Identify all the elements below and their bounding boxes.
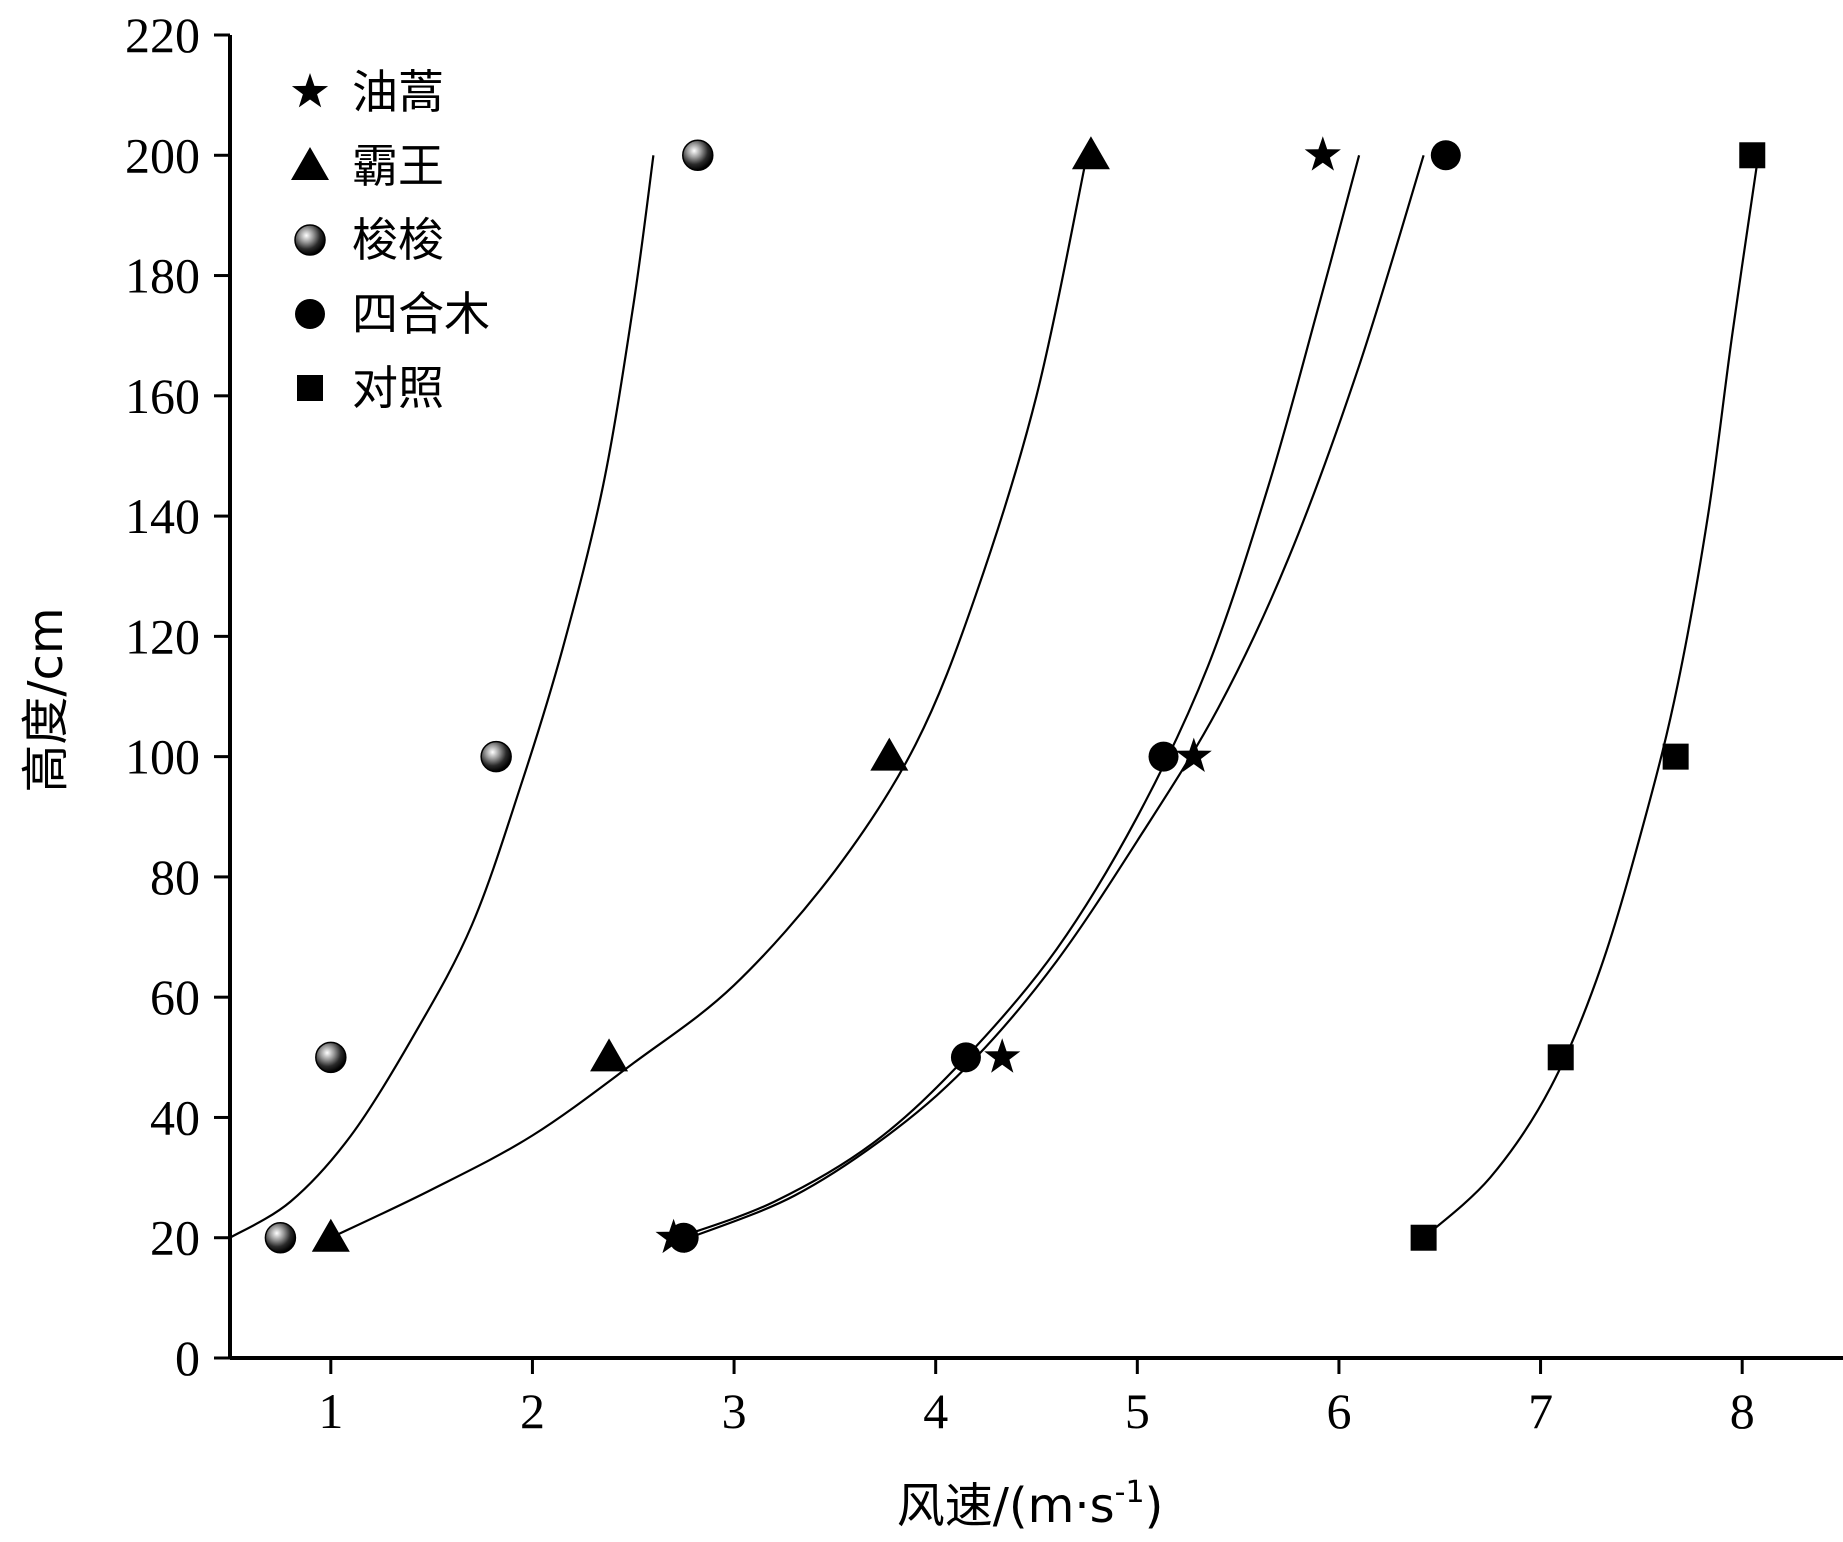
legend-label: 梭梭 <box>352 213 444 267</box>
legend-marker-triangle <box>291 147 329 180</box>
data-point-square <box>1739 142 1766 169</box>
fit-curve-ball <box>229 155 655 1239</box>
y-tick-label: 120 <box>125 608 200 664</box>
data-point-circle <box>1148 741 1179 772</box>
fit-curve-circle <box>689 154 1425 1239</box>
legend-marker-square <box>297 375 323 401</box>
data-point-star <box>1304 136 1341 171</box>
y-tick-label: 80 <box>150 849 200 905</box>
fitted-curves <box>229 154 1760 1239</box>
x-tick-label: 7 <box>1528 1383 1553 1439</box>
y-tick-label: 100 <box>125 729 200 785</box>
y-tick-label: 20 <box>150 1210 200 1266</box>
legend-marker-star <box>291 73 329 108</box>
x-tick-label: 8 <box>1730 1383 1755 1439</box>
data-point-ball <box>480 740 512 773</box>
y-tick-label: 0 <box>175 1330 200 1386</box>
data-point-square <box>1410 1224 1437 1251</box>
data-point-triangle <box>311 1218 350 1252</box>
legend-label: 四合木 <box>352 287 490 341</box>
data-point-triangle <box>1071 136 1110 170</box>
x-tick-label: 6 <box>1326 1383 1351 1439</box>
data-point-triangle <box>590 1038 629 1072</box>
data-point-ball <box>264 1221 297 1254</box>
x-tick-label: 5 <box>1125 1383 1150 1439</box>
legend-label: 对照 <box>352 361 444 415</box>
legend-marker-circle <box>295 299 325 329</box>
y-tick-label: 200 <box>125 127 200 183</box>
axes: 0 20 40 60 80 100 120 140 160 180 200 220 1 2 3 4 5 6 7 8 <box>125 7 1843 1439</box>
data-point-star <box>984 1038 1021 1073</box>
data-point-triangle <box>870 737 909 771</box>
y-tick-label: 220 <box>125 7 200 63</box>
fit-curve-triangle <box>330 155 1088 1239</box>
legend-label: 霸王 <box>352 139 444 193</box>
data-point-circle <box>950 1042 981 1073</box>
y-tick-label: 160 <box>125 368 200 424</box>
data-point-ball <box>315 1041 347 1074</box>
data-point-circle <box>1430 140 1461 171</box>
legend-marker-ball <box>294 224 326 256</box>
x-axis-title: 风速/(m·s-1) <box>897 1475 1164 1534</box>
data-point-star <box>1175 737 1212 772</box>
x-tick-label: 3 <box>722 1383 747 1439</box>
y-tick-label: 40 <box>150 1089 200 1145</box>
data-point-ball <box>682 139 714 172</box>
legend-label: 油蒿 <box>352 65 444 119</box>
fit-curve-star <box>677 155 1361 1239</box>
y-tick-label: 60 <box>150 969 200 1025</box>
x-tick-label: 1 <box>318 1383 343 1439</box>
data-markers <box>264 136 1766 1254</box>
x-tick-label: 4 <box>923 1383 948 1439</box>
x-tick-label: 2 <box>520 1383 545 1439</box>
data-point-circle <box>668 1222 699 1253</box>
y-tick-label: 140 <box>125 488 200 544</box>
fit-curve-square <box>1422 155 1760 1239</box>
y-axis-title: 高度/cm <box>18 607 74 792</box>
data-point-square <box>1547 1044 1574 1071</box>
y-tick-label: 180 <box>125 248 200 304</box>
data-point-square <box>1662 743 1689 770</box>
